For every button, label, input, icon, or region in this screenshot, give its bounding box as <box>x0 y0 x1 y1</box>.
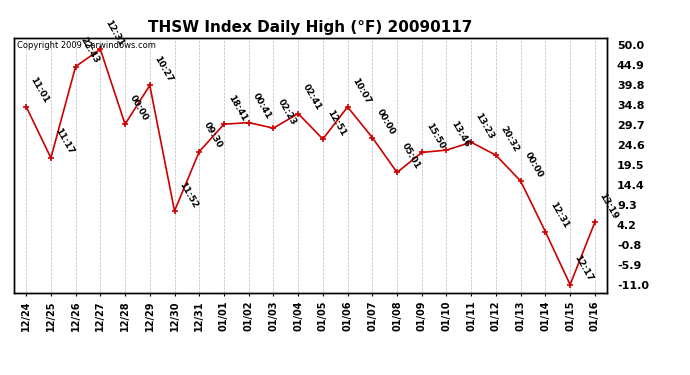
Text: 15:50: 15:50 <box>424 122 446 151</box>
Text: 12:51: 12:51 <box>326 108 348 138</box>
Text: 05:01: 05:01 <box>400 142 422 171</box>
Text: 00:00: 00:00 <box>375 107 397 136</box>
Text: 09:30: 09:30 <box>201 121 224 150</box>
Text: 13:46: 13:46 <box>449 119 471 148</box>
Text: 00:00: 00:00 <box>128 94 150 123</box>
Text: Copyright 2009 Carwindows.com: Copyright 2009 Carwindows.com <box>17 41 156 50</box>
Text: 20:32: 20:32 <box>498 124 520 154</box>
Text: 22:43: 22:43 <box>78 36 100 65</box>
Text: 12:31: 12:31 <box>103 18 125 48</box>
Text: 11:52: 11:52 <box>177 180 199 209</box>
Text: 02:41: 02:41 <box>301 83 323 112</box>
Title: THSW Index Daily High (°F) 20090117: THSW Index Daily High (°F) 20090117 <box>148 20 473 35</box>
Text: 12:31: 12:31 <box>548 201 570 230</box>
Text: 11:17: 11:17 <box>53 127 75 156</box>
Text: 18:41: 18:41 <box>226 93 248 123</box>
Text: 02:23: 02:23 <box>276 98 298 126</box>
Text: 11:01: 11:01 <box>29 76 50 105</box>
Text: 10:27: 10:27 <box>152 54 175 84</box>
Text: 13:19: 13:19 <box>598 191 620 221</box>
Text: 00:00: 00:00 <box>523 151 545 180</box>
Text: 00:41: 00:41 <box>251 92 273 121</box>
Text: 13:23: 13:23 <box>474 111 496 141</box>
Text: 10:07: 10:07 <box>350 76 372 105</box>
Text: 12:17: 12:17 <box>573 254 595 283</box>
